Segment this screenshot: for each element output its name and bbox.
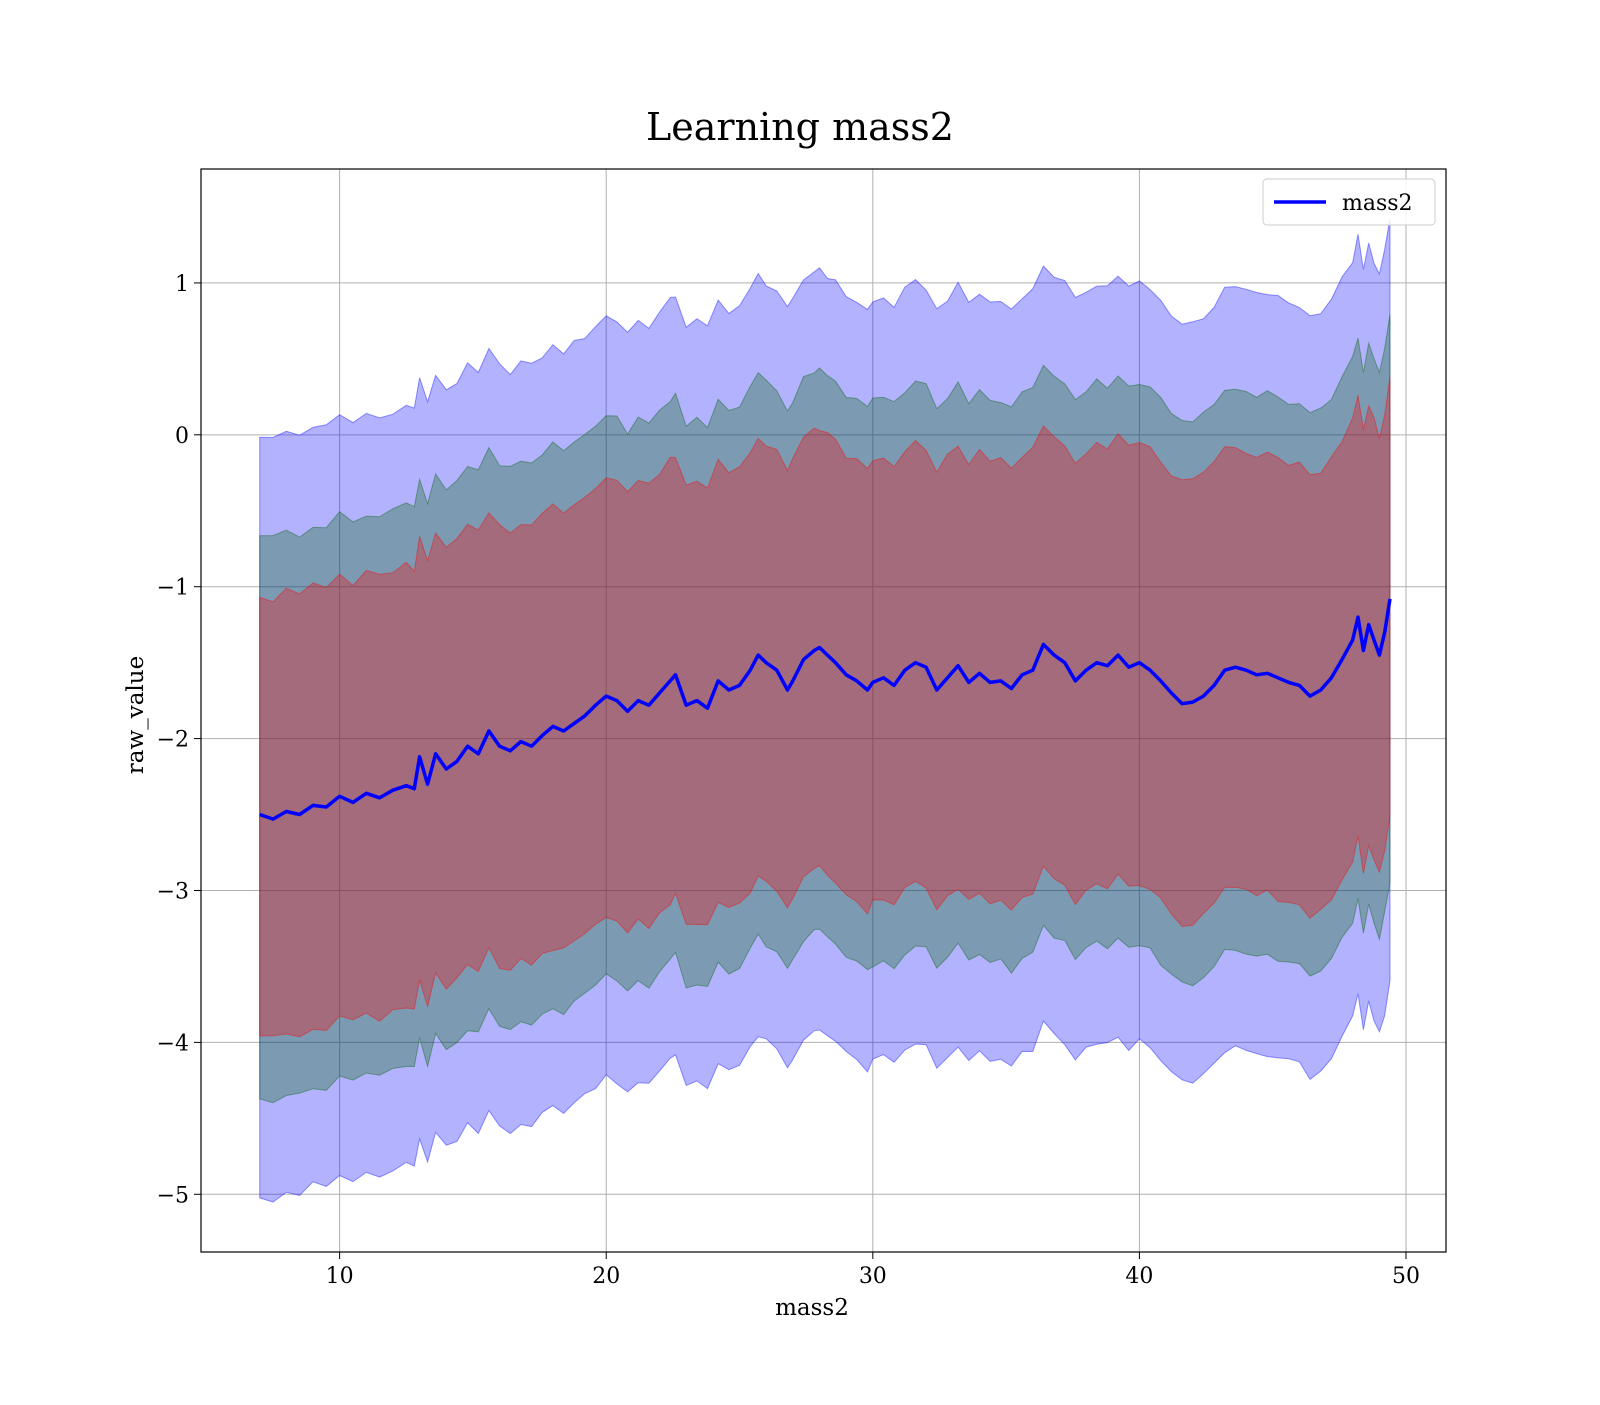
series-line-mass2: [259, 598, 1392, 821]
x-tick-label: 20: [592, 1264, 620, 1289]
band-outer: [259, 218, 1391, 1203]
y-tick-label: −2: [157, 728, 189, 753]
grid: [201, 169, 1446, 1252]
y-tick-label: −5: [157, 1183, 189, 1208]
plot-frame: [200, 168, 1447, 1253]
chart-title: Learning mass2: [646, 105, 954, 149]
y-tick-label: 0: [175, 424, 189, 449]
y-tick-label: −3: [157, 879, 189, 904]
band-inner: [259, 376, 1391, 1038]
legend-label-mass2: mass2: [1342, 191, 1413, 216]
x-tick-label: 30: [859, 1264, 887, 1289]
legend: mass2: [1262, 178, 1436, 226]
legend-box: [1262, 178, 1436, 226]
y-tick-label: 1: [175, 272, 189, 297]
y-tick-label: −1: [157, 576, 189, 601]
x-tick-label: 40: [1125, 1264, 1153, 1289]
band-middle: [259, 314, 1391, 1104]
y-axis-label: raw_value: [123, 656, 149, 774]
x-axis-label: mass2: [775, 1295, 849, 1321]
y-tick-label: −4: [157, 1031, 189, 1056]
x-tick-label: 10: [326, 1264, 354, 1289]
x-tick-label: 50: [1392, 1264, 1420, 1289]
